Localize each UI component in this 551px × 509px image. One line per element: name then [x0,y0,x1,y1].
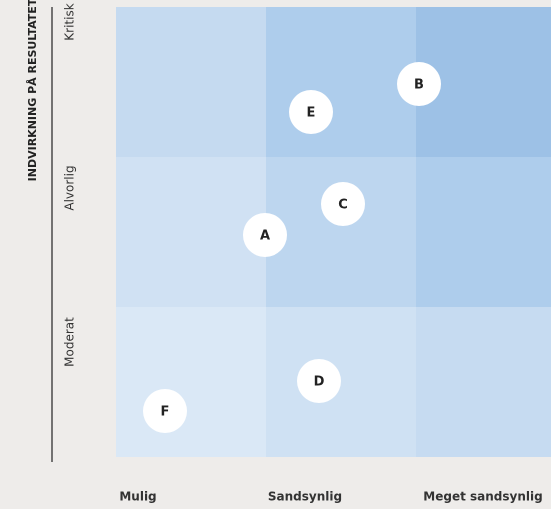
column-label: Sandsynlig [268,490,342,504]
column-label: Mulig [119,490,156,504]
node-circle [243,213,287,257]
node-circle [143,389,187,433]
cell [266,307,416,457]
row-label: Moderat [63,317,77,367]
nodes: B E C A D F [143,62,441,433]
cell [116,307,266,457]
node-circle [289,90,333,134]
grid [116,7,551,457]
cell [416,157,551,307]
row-label: Alvorlig [63,165,77,210]
cell [266,7,416,157]
node-label: D [314,375,325,390]
cell [416,307,551,457]
axis-title: INDVIRKNING PÅ RESULTATET [26,0,39,181]
node-label: A [260,229,270,244]
cell [116,157,266,307]
node-circle [297,359,341,403]
row-label: Kritisk [63,3,77,40]
node-label: B [414,78,424,93]
node-label: E [307,106,316,121]
node-circle [397,62,441,106]
cell [266,157,416,307]
node-label: F [161,405,170,420]
node-circle [321,182,365,226]
column-label: Meget sandsynlig [423,490,542,504]
cell [116,7,266,157]
node-label: C [338,198,348,213]
